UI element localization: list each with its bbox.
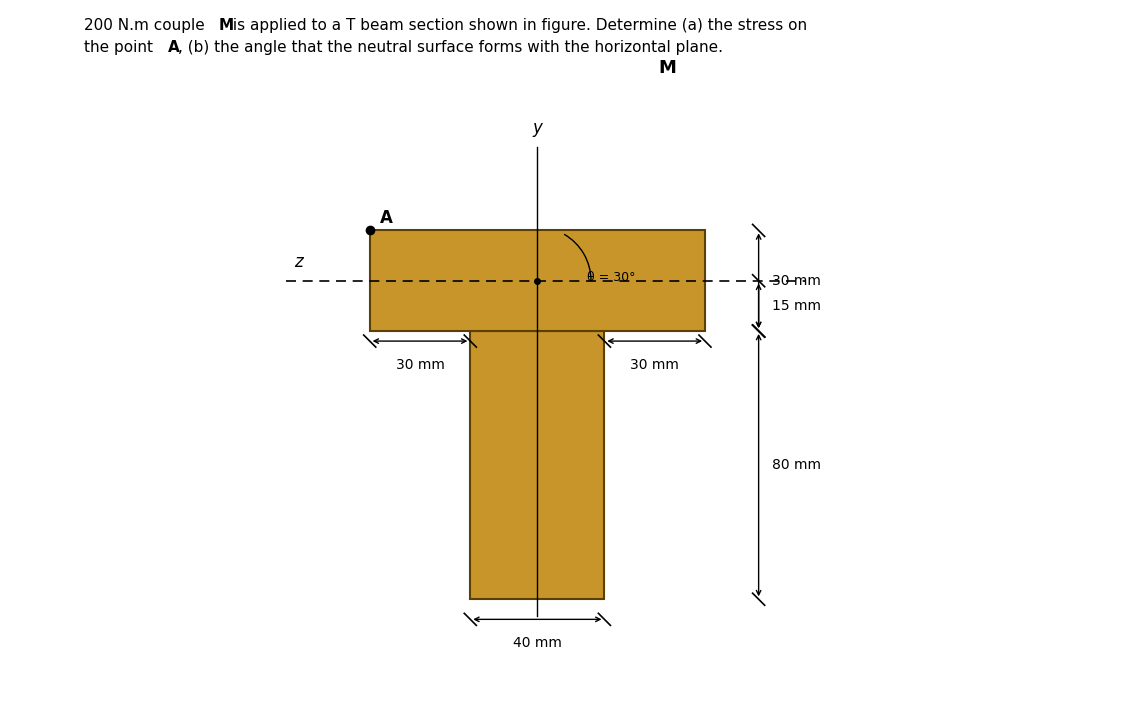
Text: 40 mm: 40 mm (513, 636, 561, 650)
Text: z: z (294, 252, 303, 270)
Text: is applied to a T beam section shown in figure. Determine (a) the stress on: is applied to a T beam section shown in … (228, 18, 808, 33)
Text: the point: the point (84, 40, 159, 55)
Text: y: y (532, 119, 542, 137)
Text: M: M (658, 58, 676, 77)
Text: , (b) the angle that the neutral surface forms with the horizontal plane.: , (b) the angle that the neutral surface… (178, 40, 723, 55)
Text: 15 mm: 15 mm (772, 299, 821, 313)
Text: 30 mm: 30 mm (630, 358, 680, 372)
Polygon shape (470, 331, 604, 599)
Text: 200 N.m couple: 200 N.m couple (84, 18, 210, 33)
Text: A: A (380, 209, 393, 227)
Text: 30 mm: 30 mm (396, 358, 444, 372)
Text: M: M (218, 18, 234, 33)
Text: θ = 30°: θ = 30° (587, 270, 636, 284)
Text: A: A (169, 40, 180, 55)
Text: 80 mm: 80 mm (772, 458, 821, 472)
Polygon shape (370, 231, 705, 331)
Text: 30 mm: 30 mm (772, 274, 821, 288)
